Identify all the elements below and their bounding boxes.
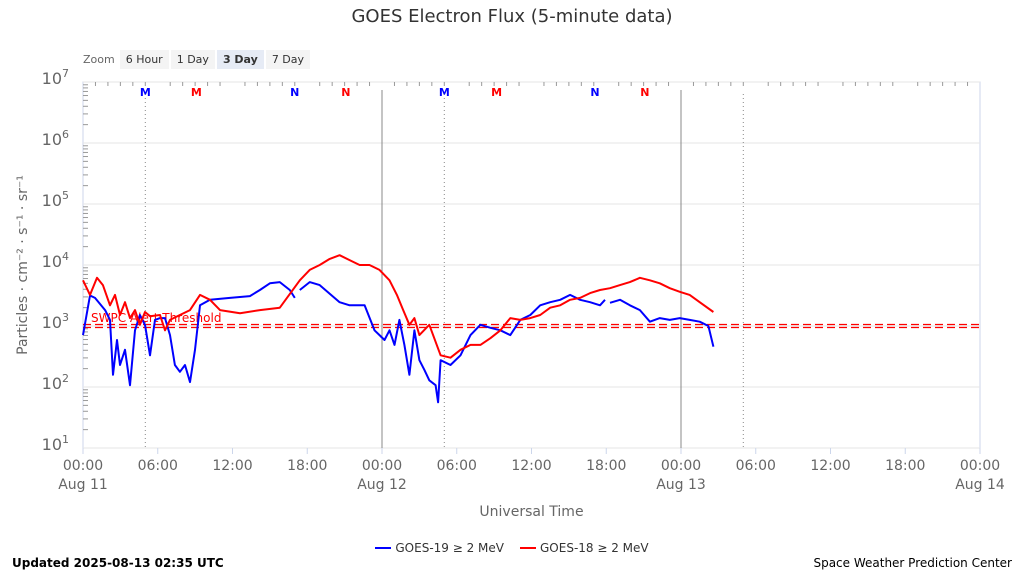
x-tick-label: 12:00	[810, 458, 850, 474]
zoom-label: Zoom	[83, 53, 115, 66]
x-tick-label: 18:00	[885, 458, 925, 474]
x-tick-label: 06:00	[736, 458, 776, 474]
local-time-marker: M	[491, 86, 502, 99]
local-time-marker: N	[640, 86, 649, 99]
legend-swatch	[520, 547, 536, 549]
local-time-marker: M	[439, 86, 450, 99]
x-tick-label: 06:00	[138, 458, 178, 474]
local-time-marker: N	[590, 86, 599, 99]
y-axis-title: Particles · cm⁻² · s⁻¹ · sr⁻¹	[15, 175, 31, 355]
y-tick-label: 104	[42, 250, 69, 271]
series-line-goes19	[82, 281, 715, 404]
chart-title: GOES Electron Flux (5-minute data)	[351, 6, 673, 27]
credit-text: Space Weather Prediction Center	[813, 556, 1012, 570]
x-tick-date-label: Aug 11	[58, 477, 108, 493]
y-tick-label: 101	[42, 433, 69, 454]
y-tick-label: 103	[42, 311, 69, 332]
x-tick-date-label: Aug 12	[357, 477, 407, 493]
updated-timestamp: Updated 2025-08-13 02:35 UTC	[12, 556, 224, 570]
local-time-marker: M	[191, 86, 202, 99]
x-tick-date-label: Aug 13	[656, 477, 706, 493]
x-tick-label: 18:00	[586, 458, 626, 474]
legend-label: GOES-18 ≥ 2 MeV	[540, 541, 649, 555]
zoom-controls: Zoom 6 Hour 1 Day 3 Day 7 Day	[83, 50, 311, 69]
local-time-marker: M	[140, 86, 151, 99]
x-tick-label: 12:00	[212, 458, 252, 474]
y-tick-label: 106	[42, 128, 69, 149]
y-tick-label: 102	[42, 372, 69, 393]
y-tick-label: 105	[42, 189, 69, 210]
legend-item-goes18[interactable]: GOES-18 ≥ 2 MeV	[520, 541, 649, 555]
zoom-1-day-button[interactable]: 1 Day	[170, 50, 215, 69]
legend-item-goes19[interactable]: GOES-19 ≥ 2 MeV	[375, 541, 504, 555]
local-time-marker: N	[341, 86, 350, 99]
legend: GOES-19 ≥ 2 MeV GOES-18 ≥ 2 MeV	[0, 541, 1024, 555]
x-tick-label: 12:00	[511, 458, 551, 474]
y-tick-label: 107	[42, 67, 69, 88]
legend-label: GOES-19 ≥ 2 MeV	[395, 541, 504, 555]
zoom-6-hour-button[interactable]: 6 Hour	[119, 50, 169, 69]
x-tick-date-label: Aug 14	[955, 477, 1005, 493]
x-tick-label: 18:00	[287, 458, 327, 474]
x-tick-label: 00:00	[661, 458, 701, 474]
x-tick-label: 00:00	[960, 458, 1000, 474]
x-tick-label: 00:00	[362, 458, 402, 474]
legend-swatch	[375, 547, 392, 549]
series-line-goes18	[82, 254, 714, 359]
local-time-marker: N	[290, 86, 299, 99]
threshold-label: SWPC Alert Threshold	[91, 311, 221, 325]
zoom-7-day-button[interactable]: 7 Day	[265, 50, 311, 69]
x-axis-title: Universal Time	[479, 504, 583, 520]
zoom-3-day-button[interactable]: 3 Day	[216, 50, 264, 69]
x-tick-label: 06:00	[437, 458, 477, 474]
x-tick-label: 00:00	[63, 458, 103, 474]
